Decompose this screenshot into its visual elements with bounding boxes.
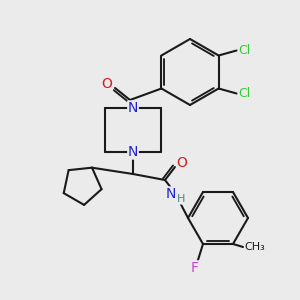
Text: CH₃: CH₃ — [244, 242, 266, 252]
Text: O: O — [177, 156, 188, 170]
Text: N: N — [128, 145, 138, 159]
Text: N: N — [128, 101, 138, 115]
Text: H: H — [177, 194, 185, 204]
Text: Cl: Cl — [238, 87, 251, 100]
Text: Cl: Cl — [238, 44, 251, 57]
Text: N: N — [166, 187, 176, 201]
Text: F: F — [191, 261, 199, 275]
Text: O: O — [102, 77, 112, 91]
